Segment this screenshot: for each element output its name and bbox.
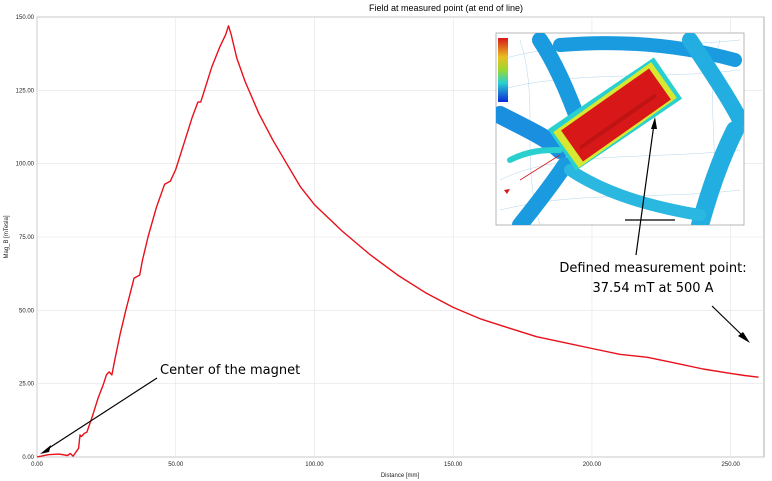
annotation-center-text: Center of the magnet	[160, 363, 300, 378]
x-tick-label: 250.00	[722, 462, 741, 468]
annotation-center-of-magnet: Center of the magnet	[40, 363, 300, 454]
field-simulation-inset	[495, 32, 745, 226]
x-tick-label: 150.00	[444, 462, 463, 468]
y-axis-label: Mag_B [mTesla]	[4, 215, 10, 258]
annotation-measurement-point: Defined measurement point: 37.54 mT at 5…	[559, 117, 750, 343]
y-tick-label: 125.00	[16, 88, 35, 94]
annotation-measurement-text-line2: 37.54 mT at 500 A	[592, 281, 713, 296]
x-axis-label: Distance [mm]	[381, 473, 420, 479]
x-tick-label: 100.00	[305, 462, 324, 468]
y-tick-label: 150.00	[16, 15, 35, 21]
series-line	[36, 25, 759, 458]
y-tick-label: 100.00	[16, 162, 35, 168]
y-tick-label: 50.00	[19, 308, 35, 314]
y-tick-label: 25.00	[19, 382, 35, 388]
x-tick-label: 50.00	[168, 462, 184, 468]
x-tick-labels: 0.00 50.00 100.00 150.00 200.00 250.00	[31, 462, 740, 468]
annotation-measurement-text-line1: Defined measurement point:	[559, 261, 746, 276]
y-tick-labels: 0.00 25.00 50.00 75.00 100.00 125.00 150.00	[16, 15, 35, 461]
x-tick-label: 200.00	[583, 462, 602, 468]
chart-title: Field at measured point (at end of line)	[369, 3, 523, 13]
y-tick-label: 75.00	[19, 235, 35, 241]
y-tick-label: 0.00	[22, 455, 34, 461]
x-tick-label: 0.00	[31, 462, 43, 468]
